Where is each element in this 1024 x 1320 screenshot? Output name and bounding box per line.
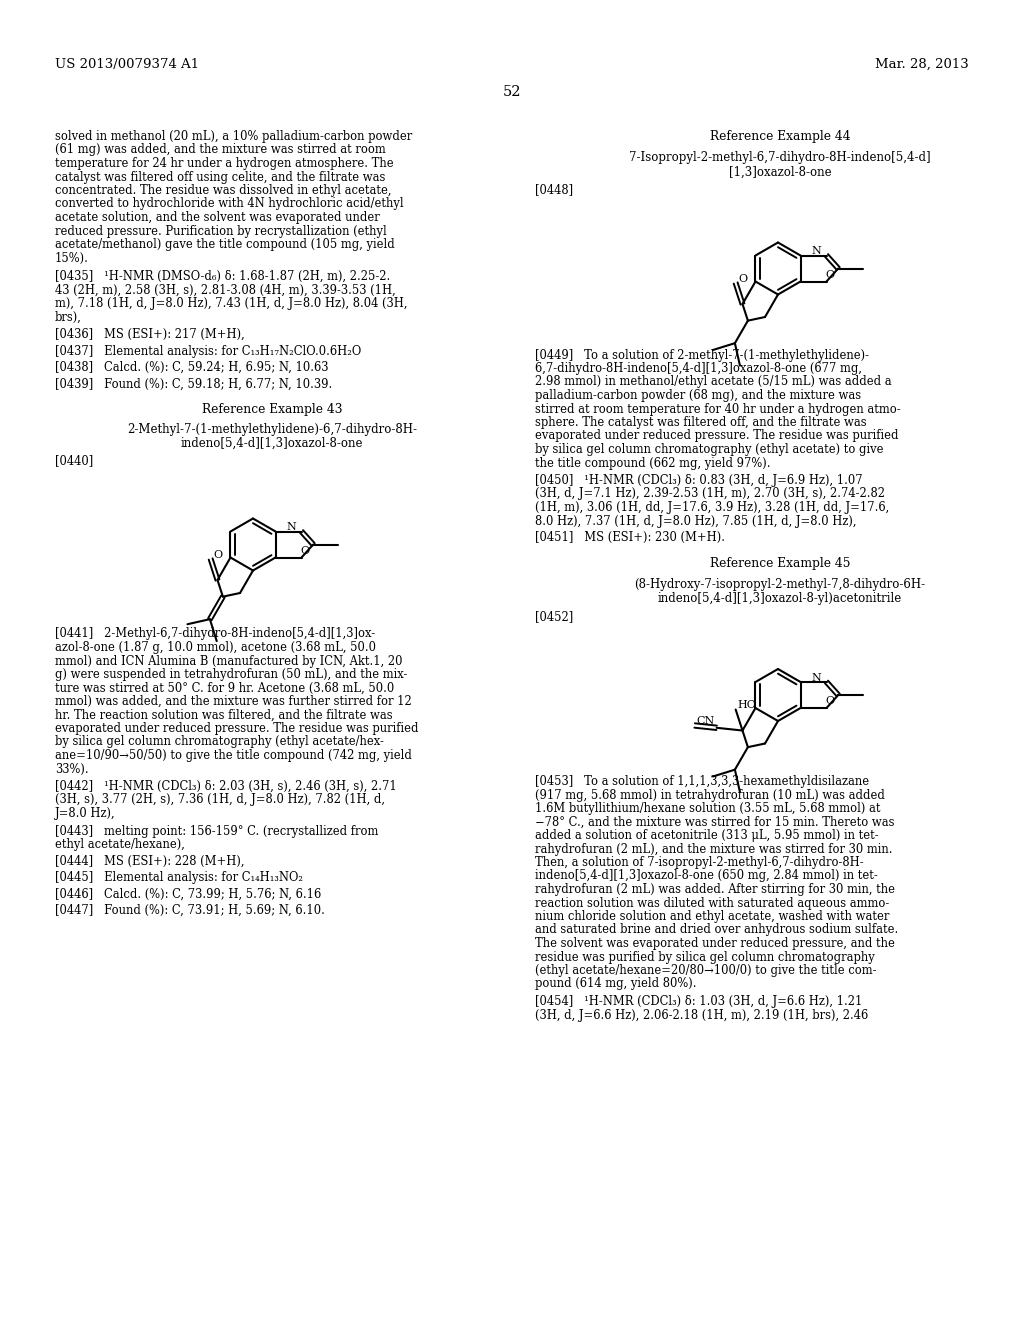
Text: N: N (812, 673, 821, 682)
Text: Then, a solution of 7-isopropyl-2-methyl-6,7-dihydro-8H-: Then, a solution of 7-isopropyl-2-methyl… (535, 855, 863, 869)
Text: acetate/methanol) gave the title compound (105 mg, yield: acetate/methanol) gave the title compoun… (55, 238, 394, 251)
Text: [0444]   MS (ESI+): 228 (M+H),: [0444] MS (ESI+): 228 (M+H), (55, 854, 245, 867)
Text: N: N (812, 247, 821, 256)
Text: (1H, m), 3.06 (1H, dd, J=17.6, 3.9 Hz), 3.28 (1H, dd, J=17.6,: (1H, m), 3.06 (1H, dd, J=17.6, 3.9 Hz), … (535, 502, 889, 513)
Text: O: O (825, 696, 835, 706)
Text: Reference Example 43: Reference Example 43 (202, 403, 342, 416)
Text: 52: 52 (503, 84, 521, 99)
Text: (3H, d, J=6.6 Hz), 2.06-2.18 (1H, m), 2.19 (1H, brs), 2.46: (3H, d, J=6.6 Hz), 2.06-2.18 (1H, m), 2.… (535, 1008, 868, 1022)
Text: [0452]: [0452] (535, 610, 573, 623)
Text: (8-Hydroxy-7-isopropyl-2-methyl-7,8-dihydro-6H-: (8-Hydroxy-7-isopropyl-2-methyl-7,8-dihy… (635, 578, 926, 591)
Text: (917 mg, 5.68 mmol) in tetrahydrofuran (10 mL) was added: (917 mg, 5.68 mmol) in tetrahydrofuran (… (535, 788, 885, 801)
Text: Mar. 28, 2013: Mar. 28, 2013 (876, 58, 969, 71)
Text: stirred at room temperature for 40 hr under a hydrogen atmo-: stirred at room temperature for 40 hr un… (535, 403, 901, 416)
Text: rahydrofuran (2 mL), and the mixture was stirred for 30 min.: rahydrofuran (2 mL), and the mixture was… (535, 842, 893, 855)
Text: Reference Example 45: Reference Example 45 (710, 557, 850, 569)
Text: 8.0 Hz), 7.37 (1H, d, J=8.0 Hz), 7.85 (1H, d, J=8.0 Hz),: 8.0 Hz), 7.37 (1H, d, J=8.0 Hz), 7.85 (1… (535, 515, 856, 528)
Text: mmol) was added, and the mixture was further stirred for 12: mmol) was added, and the mixture was fur… (55, 696, 412, 708)
Text: (3H, d, J=7.1 Hz), 2.39-2.53 (1H, m), 2.70 (3H, s), 2.74-2.82: (3H, d, J=7.1 Hz), 2.39-2.53 (1H, m), 2.… (535, 487, 885, 500)
Text: reaction solution was diluted with saturated aqueous ammo-: reaction solution was diluted with satur… (535, 896, 889, 909)
Text: indeno[5,4-d][1,3]oxazol-8-one (650 mg, 2.84 mmol) in tet-: indeno[5,4-d][1,3]oxazol-8-one (650 mg, … (535, 870, 878, 883)
Text: 6,7-dihydro-8H-indeno[5,4-d][1,3]oxazol-8-one (677 mg,: 6,7-dihydro-8H-indeno[5,4-d][1,3]oxazol-… (535, 362, 862, 375)
Text: 2-Methyl-7-(1-methylethylidene)-6,7-dihydro-8H-: 2-Methyl-7-(1-methylethylidene)-6,7-dihy… (127, 422, 417, 436)
Text: (61 mg) was added, and the mixture was stirred at room: (61 mg) was added, and the mixture was s… (55, 144, 386, 157)
Text: evaporated under reduced pressure. The residue was purified: evaporated under reduced pressure. The r… (535, 429, 898, 442)
Text: sphere. The catalyst was filtered off, and the filtrate was: sphere. The catalyst was filtered off, a… (535, 416, 866, 429)
Text: 1.6M butyllithium/hexane solution (3.55 mL, 5.68 mmol) at: 1.6M butyllithium/hexane solution (3.55 … (535, 803, 881, 814)
Text: Reference Example 44: Reference Example 44 (710, 129, 850, 143)
Text: g) were suspended in tetrahydrofuran (50 mL), and the mix-: g) were suspended in tetrahydrofuran (50… (55, 668, 408, 681)
Text: ture was stirred at 50° C. for 9 hr. Acetone (3.68 mL, 50.0: ture was stirred at 50° C. for 9 hr. Ace… (55, 681, 394, 694)
Text: [0439]   Found (%): C, 59.18; H, 6.77; N, 10.39.: [0439] Found (%): C, 59.18; H, 6.77; N, … (55, 378, 332, 391)
Text: O: O (300, 545, 309, 556)
Text: O: O (738, 275, 748, 284)
Text: [0438]   Calcd. (%): C, 59.24; H, 6.95; N, 10.63: [0438] Calcd. (%): C, 59.24; H, 6.95; N,… (55, 360, 329, 374)
Text: −78° C., and the mixture was stirred for 15 min. Thereto was: −78° C., and the mixture was stirred for… (535, 816, 895, 829)
Text: [0435]   ¹H-NMR (DMSO-d₆) δ: 1.68-1.87 (2H, m), 2.25-2.: [0435] ¹H-NMR (DMSO-d₆) δ: 1.68-1.87 (2H… (55, 271, 390, 282)
Text: 43 (2H, m), 2.58 (3H, s), 2.81-3.08 (4H, m), 3.39-3.53 (1H,: 43 (2H, m), 2.58 (3H, s), 2.81-3.08 (4H,… (55, 284, 395, 297)
Text: palladium-carbon powder (68 mg), and the mixture was: palladium-carbon powder (68 mg), and the… (535, 389, 861, 403)
Text: temperature for 24 hr under a hydrogen atmosphere. The: temperature for 24 hr under a hydrogen a… (55, 157, 393, 170)
Text: concentrated. The residue was dissolved in ethyl acetate,: concentrated. The residue was dissolved … (55, 183, 391, 197)
Text: [0453]   To a solution of 1,1,1,3,3,3-hexamethyldisilazane: [0453] To a solution of 1,1,1,3,3,3-hexa… (535, 775, 869, 788)
Text: mmol) and ICN Alumina B (manufactured by ICN, Akt.1, 20: mmol) and ICN Alumina B (manufactured by… (55, 655, 402, 668)
Text: [0448]: [0448] (535, 183, 573, 197)
Text: rahydrofuran (2 mL) was added. After stirring for 30 min, the: rahydrofuran (2 mL) was added. After sti… (535, 883, 895, 896)
Text: solved in methanol (20 mL), a 10% palladium-carbon powder: solved in methanol (20 mL), a 10% pallad… (55, 129, 413, 143)
Text: ane=10/90→50/50) to give the title compound (742 mg, yield: ane=10/90→50/50) to give the title compo… (55, 748, 412, 762)
Text: converted to hydrochloride with 4N hydrochloric acid/ethyl: converted to hydrochloride with 4N hydro… (55, 198, 403, 210)
Text: 15%).: 15%). (55, 252, 89, 264)
Text: [0441]   2-Methyl-6,7-dihydro-8H-indeno[5,4-d][1,3]ox-: [0441] 2-Methyl-6,7-dihydro-8H-indeno[5,… (55, 627, 375, 640)
Text: by silica gel column chromatography (ethyl acetate/hex-: by silica gel column chromatography (eth… (55, 735, 384, 748)
Text: O: O (825, 269, 835, 280)
Text: catalyst was filtered off using celite, and the filtrate was: catalyst was filtered off using celite, … (55, 170, 385, 183)
Text: O: O (214, 550, 223, 560)
Text: N: N (287, 523, 296, 532)
Text: indeno[5,4-d][1,3]oxazol-8-one: indeno[5,4-d][1,3]oxazol-8-one (181, 437, 364, 450)
Text: brs),: brs), (55, 310, 82, 323)
Text: reduced pressure. Purification by recrystallization (ethyl: reduced pressure. Purification by recrys… (55, 224, 387, 238)
Text: 2.98 mmol) in methanol/ethyl acetate (5/15 mL) was added a: 2.98 mmol) in methanol/ethyl acetate (5/… (535, 375, 892, 388)
Text: J=8.0 Hz),: J=8.0 Hz), (55, 807, 116, 820)
Text: US 2013/0079374 A1: US 2013/0079374 A1 (55, 58, 199, 71)
Text: by silica gel column chromatography (ethyl acetate) to give: by silica gel column chromatography (eth… (535, 444, 884, 455)
Text: 7-Isopropyl-2-methyl-6,7-dihydro-8H-indeno[5,4-d]: 7-Isopropyl-2-methyl-6,7-dihydro-8H-inde… (629, 152, 931, 165)
Text: residue was purified by silica gel column chromatography: residue was purified by silica gel colum… (535, 950, 874, 964)
Text: [0454]   ¹H-NMR (CDCl₃) δ: 1.03 (3H, d, J=6.6 Hz), 1.21: [0454] ¹H-NMR (CDCl₃) δ: 1.03 (3H, d, J=… (535, 995, 862, 1008)
Text: [1,3]oxazol-8-one: [1,3]oxazol-8-one (729, 165, 831, 178)
Text: (3H, s), 3.77 (2H, s), 7.36 (1H, d, J=8.0 Hz), 7.82 (1H, d,: (3H, s), 3.77 (2H, s), 7.36 (1H, d, J=8.… (55, 793, 385, 807)
Text: nium chloride solution and ethyl acetate, washed with water: nium chloride solution and ethyl acetate… (535, 909, 890, 923)
Text: (ethyl acetate/hexane=20/80→100/0) to give the title com-: (ethyl acetate/hexane=20/80→100/0) to gi… (535, 964, 877, 977)
Text: [0451]   MS (ESI+): 230 (M+H).: [0451] MS (ESI+): 230 (M+H). (535, 531, 725, 544)
Text: [0442]   ¹H-NMR (CDCl₃) δ: 2.03 (3H, s), 2.46 (3H, s), 2.71: [0442] ¹H-NMR (CDCl₃) δ: 2.03 (3H, s), 2… (55, 780, 396, 793)
Text: [0450]   ¹H-NMR (CDCl₃) δ: 0.83 (3H, d, J=6.9 Hz), 1.07: [0450] ¹H-NMR (CDCl₃) δ: 0.83 (3H, d, J=… (535, 474, 862, 487)
Text: [0440]: [0440] (55, 454, 93, 467)
Text: added a solution of acetonitrile (313 μL, 5.95 mmol) in tet-: added a solution of acetonitrile (313 μL… (535, 829, 879, 842)
Text: m), 7.18 (1H, d, J=8.0 Hz), 7.43 (1H, d, J=8.0 Hz), 8.04 (3H,: m), 7.18 (1H, d, J=8.0 Hz), 7.43 (1H, d,… (55, 297, 408, 310)
Text: [0446]   Calcd. (%): C, 73.99; H, 5.76; N, 6.16: [0446] Calcd. (%): C, 73.99; H, 5.76; N,… (55, 887, 322, 900)
Text: CN: CN (696, 717, 715, 726)
Text: [0436]   MS (ESI+): 217 (M+H),: [0436] MS (ESI+): 217 (M+H), (55, 327, 245, 341)
Text: [0445]   Elemental analysis: for C₁₄H₁₃NO₂: [0445] Elemental analysis: for C₁₄H₁₃NO₂ (55, 871, 303, 884)
Text: [0449]   To a solution of 2-methyl-7-(1-methylethylidene)-: [0449] To a solution of 2-methyl-7-(1-me… (535, 348, 869, 362)
Text: 33%).: 33%). (55, 763, 89, 776)
Text: evaporated under reduced pressure. The residue was purified: evaporated under reduced pressure. The r… (55, 722, 419, 735)
Text: the title compound (662 mg, yield 97%).: the title compound (662 mg, yield 97%). (535, 457, 770, 470)
Text: [0443]   melting point: 156-159° C. (recrystallized from: [0443] melting point: 156-159° C. (recry… (55, 825, 379, 837)
Text: ethyl acetate/hexane),: ethyl acetate/hexane), (55, 838, 185, 851)
Text: azol-8-one (1.87 g, 10.0 mmol), acetone (3.68 mL, 50.0: azol-8-one (1.87 g, 10.0 mmol), acetone … (55, 642, 376, 653)
Text: HO: HO (737, 701, 757, 710)
Text: pound (614 mg, yield 80%).: pound (614 mg, yield 80%). (535, 978, 696, 990)
Text: [0437]   Elemental analysis: for C₁₃H₁₇N₂ClO.0.6H₂O: [0437] Elemental analysis: for C₁₃H₁₇N₂C… (55, 345, 361, 358)
Text: acetate solution, and the solvent was evaporated under: acetate solution, and the solvent was ev… (55, 211, 380, 224)
Text: hr. The reaction solution was filtered, and the filtrate was: hr. The reaction solution was filtered, … (55, 709, 392, 722)
Text: The solvent was evaporated under reduced pressure, and the: The solvent was evaporated under reduced… (535, 937, 895, 950)
Text: and saturated brine and dried over anhydrous sodium sulfate.: and saturated brine and dried over anhyd… (535, 924, 898, 936)
Text: [0447]   Found (%): C, 73.91; H, 5.69; N, 6.10.: [0447] Found (%): C, 73.91; H, 5.69; N, … (55, 904, 325, 917)
Text: indeno[5,4-d][1,3]oxazol-8-yl)acetonitrile: indeno[5,4-d][1,3]oxazol-8-yl)acetonitri… (657, 591, 902, 605)
